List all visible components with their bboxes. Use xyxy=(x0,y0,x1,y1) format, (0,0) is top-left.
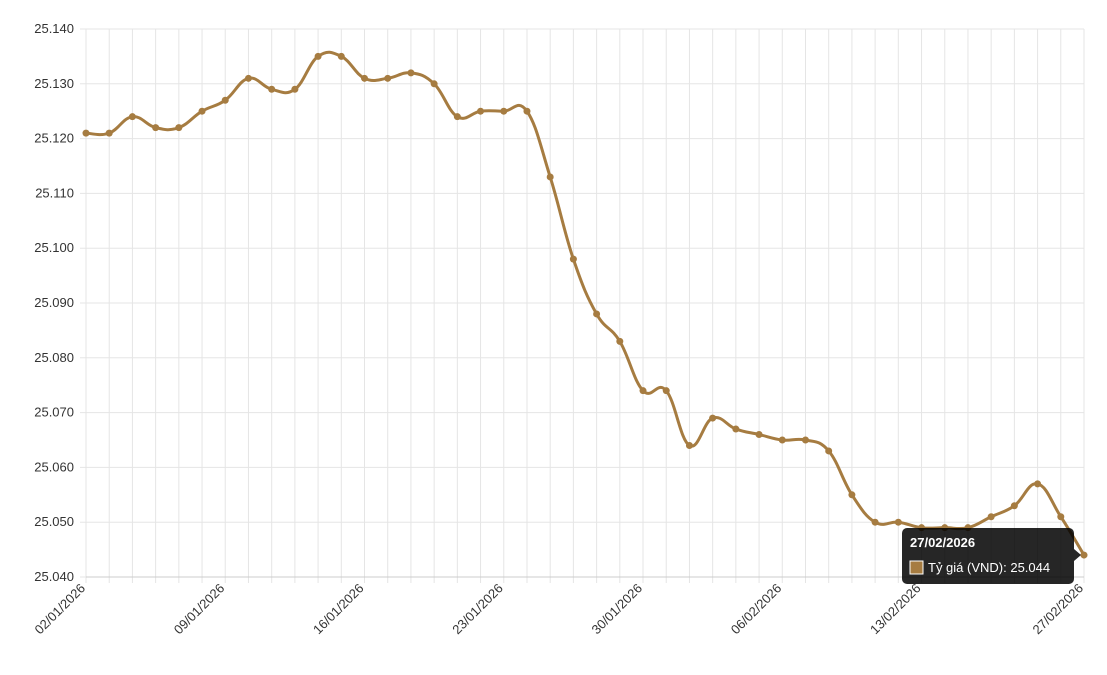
point xyxy=(430,80,438,88)
x-tick-label: 27/02/2026 xyxy=(1029,581,1086,638)
line xyxy=(85,50,1086,556)
point xyxy=(500,107,508,115)
point xyxy=(593,310,601,318)
point xyxy=(825,447,833,455)
y-tick-label: 25.040 xyxy=(34,569,74,584)
point xyxy=(709,414,717,422)
point xyxy=(453,113,461,121)
x-tick-label: 02/01/2026 xyxy=(31,581,88,638)
tooltip-title: 27/02/2026 xyxy=(910,535,975,550)
point xyxy=(175,124,183,132)
x-tick-label: 23/01/2026 xyxy=(449,581,506,638)
point xyxy=(198,107,206,115)
point xyxy=(755,431,763,439)
point xyxy=(732,425,740,433)
point xyxy=(314,52,322,60)
y-tick-label: 25.090 xyxy=(34,295,74,310)
point xyxy=(801,436,809,444)
point xyxy=(82,129,90,137)
point xyxy=(639,387,647,395)
y-tick-label: 25.060 xyxy=(34,459,74,474)
point xyxy=(221,96,229,104)
point xyxy=(361,74,369,82)
point xyxy=(477,107,485,115)
point xyxy=(871,518,879,526)
tooltip-caret xyxy=(1074,549,1081,561)
point xyxy=(778,436,786,444)
y-tick-label: 25.080 xyxy=(34,350,74,365)
point xyxy=(244,74,252,82)
y-tick-label: 25.100 xyxy=(34,240,74,255)
point xyxy=(268,85,276,93)
x-tick-label: 06/02/2026 xyxy=(728,581,785,638)
point xyxy=(546,173,554,181)
x-tick-label: 09/01/2026 xyxy=(171,581,228,638)
point xyxy=(1080,551,1088,559)
point xyxy=(569,255,577,263)
point xyxy=(987,513,995,521)
tooltip-swatch xyxy=(909,560,924,575)
y-tick-label: 25.110 xyxy=(35,185,74,200)
y-tick-label: 25.120 xyxy=(34,131,74,146)
tooltip: 27/02/2026 Tỷ giá (VND): 25.044 xyxy=(902,528,1081,584)
x-tick-label: 16/01/2026 xyxy=(310,581,367,638)
y-tick-label: 25.050 xyxy=(34,514,74,529)
tooltip-text: Tỷ giá (VND): 25.044 xyxy=(928,560,1050,575)
point xyxy=(848,491,856,499)
y-tick-label: 25.140 xyxy=(34,21,74,36)
point xyxy=(1057,513,1065,521)
tooltip-box xyxy=(902,528,1074,584)
point xyxy=(894,518,902,526)
y-tick-label: 25.070 xyxy=(34,405,74,420)
point xyxy=(384,74,392,82)
point xyxy=(1010,502,1018,510)
point xyxy=(685,441,693,449)
y-tick-label: 25.130 xyxy=(34,76,74,91)
point xyxy=(337,52,345,60)
point xyxy=(105,129,113,137)
point xyxy=(152,124,160,132)
x-tick-label: 13/02/2026 xyxy=(867,581,924,638)
point xyxy=(662,387,670,395)
point xyxy=(128,113,136,121)
point xyxy=(523,107,531,115)
point xyxy=(616,337,624,345)
point xyxy=(291,85,299,93)
point xyxy=(1034,480,1042,488)
x-tick-label: 30/01/2026 xyxy=(589,581,646,638)
point xyxy=(407,69,415,77)
